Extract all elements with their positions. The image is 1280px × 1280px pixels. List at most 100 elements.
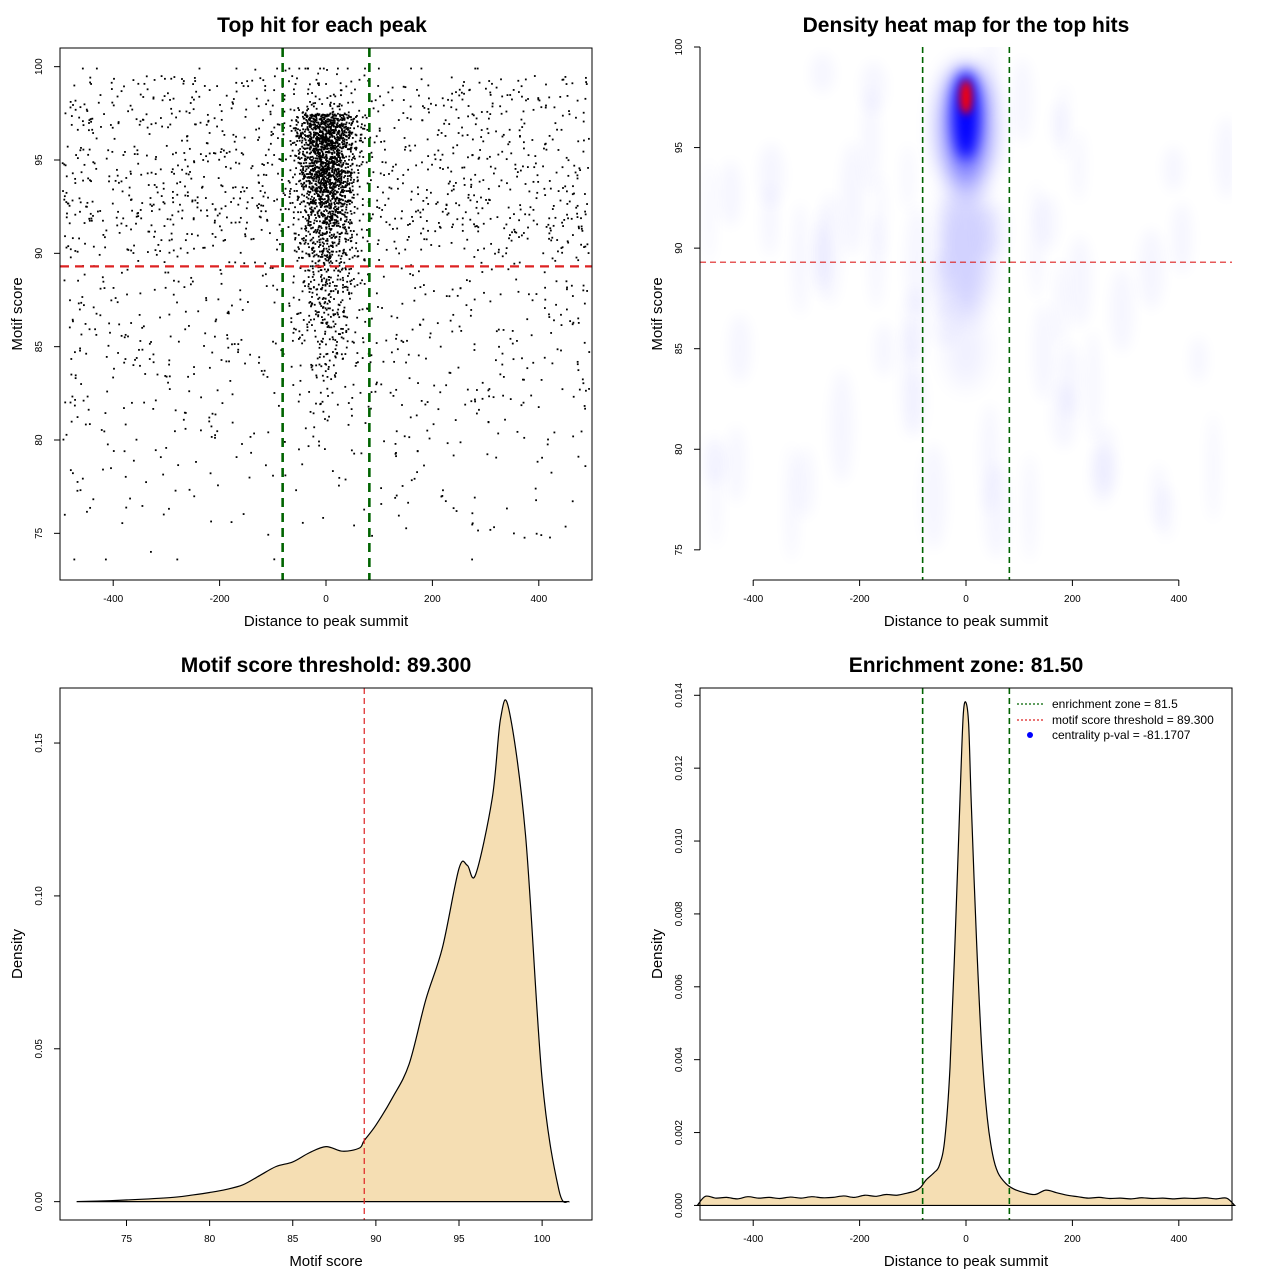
- scatter-point: [335, 220, 338, 223]
- scatter-point: [459, 287, 462, 290]
- scatter-point: [350, 240, 353, 242]
- scatter-point: [307, 269, 310, 272]
- scatter-point: [334, 189, 336, 192]
- scatter-point: [483, 247, 485, 250]
- scatter-point: [348, 158, 350, 161]
- scatter-point: [342, 146, 345, 149]
- scatter-point: [88, 219, 91, 222]
- heat-background-blob: [876, 172, 886, 259]
- scatter-point: [364, 137, 366, 140]
- scatter-point: [113, 137, 116, 140]
- scatter-point: [340, 186, 342, 189]
- scatter-point: [235, 81, 238, 84]
- scatter-point: [74, 377, 77, 380]
- scatter-point: [311, 155, 314, 158]
- scatter-point: [350, 171, 353, 174]
- scatter-point: [314, 133, 316, 136]
- scatter-point: [129, 172, 132, 175]
- scatter-point: [208, 420, 211, 423]
- scatter-point: [464, 211, 467, 214]
- scatter-point: [260, 210, 263, 213]
- scatter-point: [318, 139, 321, 141]
- scatter-point: [321, 177, 324, 180]
- scatter-point: [505, 158, 508, 161]
- scatter-point: [172, 249, 175, 252]
- scatter-point: [342, 169, 345, 172]
- scatter-point: [317, 226, 320, 229]
- scatter-point: [133, 244, 135, 247]
- scatter-point: [499, 373, 502, 376]
- scatter-point: [442, 168, 444, 170]
- scatter-point: [337, 210, 339, 213]
- scatter-point: [576, 174, 579, 177]
- scatter-point: [131, 108, 134, 111]
- scatter-point: [188, 390, 191, 393]
- scatter-point: [308, 215, 310, 218]
- scatter-point: [409, 416, 412, 419]
- scatter-point: [436, 133, 439, 136]
- scatter-point: [331, 113, 334, 116]
- scatter-point: [139, 120, 142, 123]
- scatter-point: [319, 148, 321, 151]
- scatter-point: [241, 443, 243, 445]
- scatter-point: [337, 208, 339, 211]
- scatter-point: [297, 161, 300, 164]
- scatter-point: [225, 165, 227, 168]
- scatter-point: [70, 373, 73, 376]
- scatter-point: [73, 84, 76, 87]
- scatter-point: [168, 363, 170, 366]
- scatter-point: [324, 418, 326, 420]
- scatter-point: [334, 141, 337, 144]
- scatter-point: [320, 130, 323, 133]
- scatter-point: [451, 330, 454, 333]
- scatter-point: [328, 227, 331, 230]
- scatter-point: [298, 298, 301, 301]
- scatter-point: [309, 117, 311, 120]
- scatter-point: [481, 271, 484, 273]
- scatter-point: [328, 231, 331, 234]
- scatter-point: [128, 194, 131, 197]
- scatter-point: [422, 208, 425, 211]
- scatter-point: [360, 150, 363, 153]
- scatter-point: [313, 175, 316, 178]
- scatter-point: [318, 346, 321, 349]
- scatter-point: [487, 117, 490, 120]
- scatter-point: [188, 112, 191, 114]
- scatter-point: [126, 268, 129, 271]
- scatter-point: [337, 185, 340, 188]
- scatter-point: [125, 177, 128, 179]
- scatter-point: [315, 149, 318, 152]
- scatter-point: [299, 211, 302, 214]
- scatter-point: [330, 228, 333, 230]
- scatter-point: [320, 168, 323, 171]
- scatter-point: [404, 148, 406, 151]
- scatter-point: [292, 275, 295, 278]
- scatter-point: [456, 294, 459, 297]
- scatter-point: [323, 169, 326, 171]
- scatter-point: [308, 254, 311, 257]
- scatter-point: [441, 97, 444, 100]
- scatter-point: [144, 373, 147, 375]
- scatter-point: [131, 209, 134, 212]
- scatter-point: [556, 128, 558, 131]
- scatter-point: [324, 221, 327, 224]
- scatter-point: [304, 225, 307, 227]
- scatter-point: [326, 352, 329, 355]
- scatter-point: [336, 159, 338, 162]
- scatter-point: [315, 166, 318, 168]
- scatter-point: [316, 138, 319, 141]
- scatter-point: [315, 192, 318, 195]
- scatter-point: [351, 340, 354, 343]
- scatter-point: [170, 171, 173, 173]
- scatter-point: [551, 362, 554, 365]
- scatter-point: [86, 510, 88, 513]
- scatter-point: [402, 112, 405, 114]
- scatter-point: [568, 110, 570, 112]
- scatter-point: [355, 148, 357, 151]
- scatter-point: [350, 222, 353, 225]
- scatter-point: [474, 123, 477, 126]
- scatter-point: [323, 123, 326, 126]
- scatter-point: [305, 151, 308, 154]
- scatter-point: [523, 436, 526, 439]
- scatter-point: [273, 154, 276, 156]
